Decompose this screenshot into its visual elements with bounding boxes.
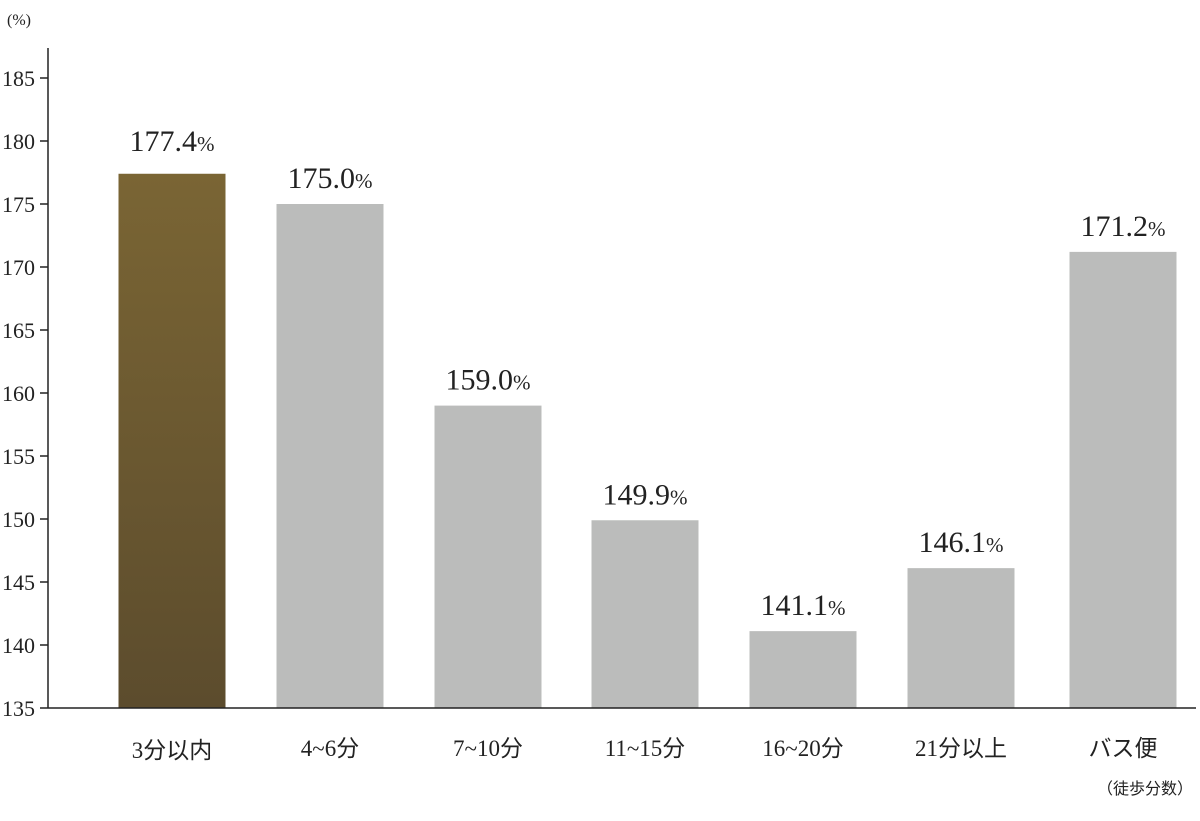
value-number: 175.0 xyxy=(288,162,356,195)
value-label-6: 146.1% xyxy=(919,526,1004,559)
value-number: 159.0 xyxy=(446,364,514,397)
y-tick-label: 155 xyxy=(2,444,35,469)
y-tick-label: 185 xyxy=(2,66,35,91)
bar-4 xyxy=(591,520,699,708)
value-number: 149.9 xyxy=(603,478,671,511)
value-suffix: % xyxy=(197,132,215,156)
value-suffix: % xyxy=(986,533,1004,557)
category-label-3: 7~10分 xyxy=(453,736,523,761)
value-label-5: 141.1% xyxy=(761,589,846,622)
y-tick-label: 150 xyxy=(2,507,35,532)
bar-2 xyxy=(276,204,384,708)
bar-5 xyxy=(749,631,857,708)
bar-3 xyxy=(434,405,542,708)
category-label-1: 3分以内 xyxy=(132,738,213,763)
value-label-1: 177.4% xyxy=(130,125,215,158)
y-unit-label: (%) xyxy=(7,12,31,29)
value-suffix: % xyxy=(828,596,846,620)
y-tick-label: 135 xyxy=(2,696,35,721)
bar-7 xyxy=(1069,251,1177,708)
y-tick-label: 180 xyxy=(2,129,35,154)
bar-1 xyxy=(118,173,226,708)
bars xyxy=(118,173,1177,708)
value-label-2: 175.0% xyxy=(288,162,373,195)
value-label-3: 159.0% xyxy=(446,364,531,397)
y-tick-label: 145 xyxy=(2,570,35,595)
category-label-5: 16~20分 xyxy=(762,736,843,761)
category-label-6: 21分以上 xyxy=(915,736,1007,761)
x-unit-label: （徒歩分数） xyxy=(1097,780,1193,798)
value-suffix: % xyxy=(1148,217,1166,241)
value-number: 171.2 xyxy=(1081,210,1149,243)
value-number: 177.4 xyxy=(130,125,198,158)
value-label-7: 171.2% xyxy=(1081,210,1166,243)
category-labels: 3分以内 4~6分 7~10分 11~15分 16~20分 21分以上 バス便 xyxy=(132,736,1158,763)
category-label-7: バス便 xyxy=(1089,736,1158,761)
category-label-4: 11~15分 xyxy=(605,736,686,761)
value-label-4: 149.9% xyxy=(603,478,688,511)
y-tick-label: 140 xyxy=(2,633,35,658)
category-label-2: 4~6分 xyxy=(301,736,359,761)
y-tick-label: 165 xyxy=(2,318,35,343)
y-tick-label: 175 xyxy=(2,192,35,217)
value-suffix: % xyxy=(513,371,531,395)
bar-6 xyxy=(907,568,1015,708)
value-suffix: % xyxy=(355,169,373,193)
y-tick-label: 160 xyxy=(2,381,35,406)
value-labels: 177.4%175.0%159.0%149.9%141.1%146.1%171.… xyxy=(130,125,1166,622)
value-suffix: % xyxy=(670,485,688,509)
value-number: 141.1 xyxy=(761,589,829,622)
value-number: 146.1 xyxy=(919,526,987,559)
y-axis: 135 140 145 150 155 160 165 170 175 180 185 xyxy=(2,48,49,721)
y-tick-label: 170 xyxy=(2,255,35,280)
